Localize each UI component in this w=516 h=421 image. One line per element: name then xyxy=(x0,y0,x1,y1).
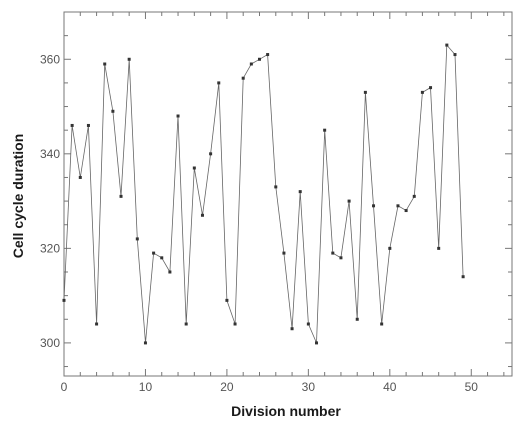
y-tick-label: 300 xyxy=(40,336,60,350)
data-point xyxy=(355,317,359,321)
data-point xyxy=(70,123,74,127)
data-point xyxy=(331,251,335,255)
data-point xyxy=(339,256,343,260)
data-point xyxy=(135,237,139,241)
data-point xyxy=(119,194,123,198)
data-point xyxy=(420,90,424,94)
data-point xyxy=(168,270,172,274)
data-point xyxy=(152,251,156,255)
data-point xyxy=(404,209,408,213)
data-point xyxy=(306,322,310,326)
data-point xyxy=(241,76,245,80)
data-point xyxy=(192,166,196,170)
axis-ticks xyxy=(63,12,512,376)
data-point xyxy=(274,185,278,189)
data-point xyxy=(86,123,90,127)
data-point xyxy=(209,152,213,156)
data-point xyxy=(290,327,294,331)
data-point xyxy=(380,322,384,326)
x-tick-label: 40 xyxy=(383,380,397,394)
data-point xyxy=(95,322,99,326)
x-tick-label: 10 xyxy=(139,380,153,394)
y-tick-label: 360 xyxy=(40,52,60,66)
y-axis-title: Cell cycle duration xyxy=(10,134,26,258)
data-point xyxy=(103,62,107,66)
data-point xyxy=(412,194,416,198)
y-tick-label: 340 xyxy=(40,147,60,161)
x-axis-title: Division number xyxy=(231,403,341,419)
data-point xyxy=(282,251,286,255)
data-point xyxy=(363,90,367,94)
data-point xyxy=(62,298,66,302)
data-point xyxy=(217,81,221,85)
x-tick-label: 20 xyxy=(220,380,234,394)
x-tick-label: 30 xyxy=(302,380,316,394)
data-point xyxy=(323,128,327,132)
data-point xyxy=(184,322,188,326)
data-point xyxy=(437,246,441,250)
series-line xyxy=(63,44,464,344)
data-point xyxy=(176,114,180,118)
data-point xyxy=(396,204,400,208)
data-point xyxy=(347,199,351,203)
data-point xyxy=(127,57,131,61)
y-tick-label: 320 xyxy=(40,241,60,255)
data-point xyxy=(200,213,204,217)
data-point xyxy=(143,341,147,345)
data-point xyxy=(225,298,229,302)
data-point xyxy=(78,175,82,179)
data-point xyxy=(388,246,392,250)
data-point xyxy=(249,62,253,66)
x-tick-label: 50 xyxy=(465,380,479,394)
data-points xyxy=(62,43,465,345)
data-point xyxy=(233,322,237,326)
data-point xyxy=(111,109,115,113)
plot-frame xyxy=(63,11,513,377)
data-point xyxy=(160,256,164,260)
data-point xyxy=(453,53,457,57)
data-point xyxy=(257,57,261,61)
data-point xyxy=(461,275,465,279)
data-point xyxy=(266,53,270,57)
data-point xyxy=(372,204,376,208)
data-point xyxy=(445,43,449,47)
tick-labels: 0 10 20 30 40 50 300 320 340 360 xyxy=(40,52,478,394)
x-tick-label: 0 xyxy=(61,380,68,394)
data-point xyxy=(429,86,433,90)
data-point xyxy=(298,190,302,194)
data-point xyxy=(315,341,319,345)
